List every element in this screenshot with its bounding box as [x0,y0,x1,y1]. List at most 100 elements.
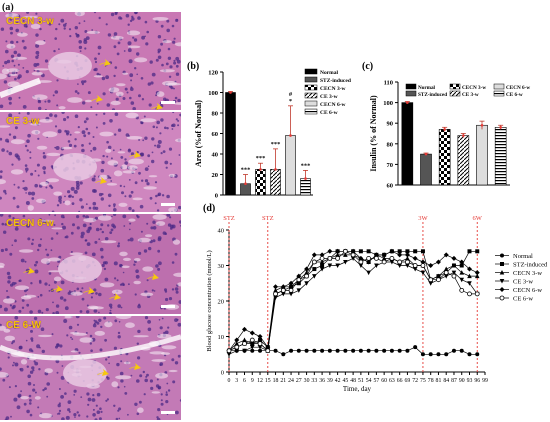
nucleus [130,87,134,91]
nucleus [164,371,168,374]
nucleus [117,331,121,335]
legend-swatch [405,83,417,90]
nucleus [179,220,181,224]
legend-label: CECN 3-w [513,270,542,277]
nucleus [0,304,3,309]
nucleus [124,87,128,91]
nucleus [54,214,56,217]
x-tick-label: 93 [467,378,473,384]
arrow-icon [129,151,141,158]
nucleus [52,301,54,304]
nucleus [123,185,126,188]
nucleus [18,96,21,99]
nucleus [44,100,47,103]
x-tick-label: 60 [381,378,387,384]
nucleus [165,166,168,169]
y-tick-label: 70 [387,162,394,169]
data-point [428,281,433,286]
nucleus [117,304,121,308]
nucleus [114,133,117,136]
data-point [366,348,371,353]
nucleus [144,316,149,320]
nucleus [94,67,98,72]
data-point [327,256,333,261]
legend-swatch [304,108,318,115]
data-point [335,252,340,257]
nucleus [168,147,173,151]
stroma [122,170,136,174]
data-point [312,267,317,272]
stroma [145,234,153,238]
nucleus [44,387,47,390]
data-point [358,259,364,265]
stroma [156,221,166,226]
legend-label: CECN 3-w [320,86,346,92]
legend-label: Normal [513,253,533,260]
nucleus [164,288,167,292]
data-point [335,348,340,353]
nucleus [158,261,162,266]
nucleus [81,148,85,153]
nucleus [171,124,174,127]
y-tick-label: 60 [212,131,219,138]
nucleus [83,20,86,22]
nucleus [39,218,42,221]
nucleus [6,59,11,64]
nucleus [55,311,60,314]
y-tick-label: 120 [208,70,218,77]
nucleus [65,22,67,25]
nucleus [12,304,16,309]
nucleus [34,170,37,172]
nucleus [37,248,40,252]
nucleus [137,16,141,20]
nucleus [27,237,31,241]
nucleus [149,379,153,383]
data-point [366,270,371,276]
nucleus [179,399,181,402]
x-tick-label: 57 [373,378,379,384]
data-point [413,345,418,350]
nucleus [164,290,168,293]
nucleus [138,138,141,141]
y-tick-label: 0 [215,193,218,200]
nucleus [24,289,27,293]
nucleus [92,413,96,417]
nucleus [23,321,26,324]
nucleus [167,223,172,227]
data-point [459,277,465,283]
nucleus [155,94,158,97]
nucleus [128,148,131,152]
data-point [467,273,472,279]
data-point [459,348,464,353]
stroma [140,292,154,297]
nucleus [172,380,176,384]
nucleus [120,306,123,309]
nucleus [169,162,172,165]
nucleus [48,22,52,26]
data-point [320,348,325,353]
nucleus [62,225,66,230]
nucleus [157,386,161,390]
panel-a-letter: (a) [2,2,14,13]
nucleus [141,35,146,40]
stroma [118,202,128,207]
nucleus [68,194,72,198]
nucleus [53,49,56,53]
arrow-icon [109,293,121,300]
nucleus [157,55,162,60]
nucleus [55,343,60,348]
nucleus [4,192,7,195]
nucleus [170,227,173,230]
nucleus [68,410,71,413]
nucleus [98,311,100,314]
stroma [110,100,121,106]
nucleus [136,52,140,56]
nucleus [8,101,12,105]
nucleus [52,312,55,314]
nucleus [174,361,179,365]
nucleus [115,97,119,101]
nucleus [162,231,166,235]
nucleus [146,182,150,186]
nucleus [41,311,44,314]
